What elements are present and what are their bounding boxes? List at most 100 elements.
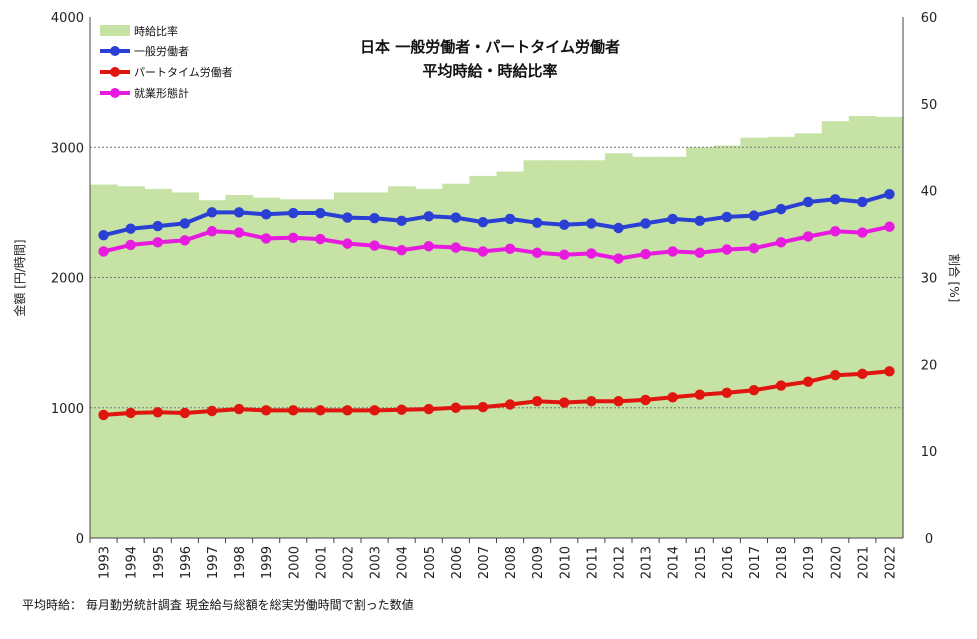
x-tick-label: 1996 [179,546,194,579]
series-2-point-2006 [450,242,462,253]
legend-swatch-ratio [100,25,130,36]
ratio-bar-2015 [686,147,714,538]
series-0-point-2006 [450,212,462,223]
series-1-point-2020 [830,369,841,381]
series-2-point-2000 [288,232,299,243]
series-1-point-1996 [179,407,191,419]
series-2-point-2005 [423,241,434,252]
x-tick-label: 2012 [612,546,627,579]
series-2-point-2011 [586,248,597,259]
ratio-bar-2009 [523,160,552,538]
series-1-point-2015 [694,389,705,400]
series-0-point-1996 [179,218,191,229]
series-2-point-2019 [802,231,814,242]
series-1-point-1993 [98,409,109,421]
series-1-point-2013 [640,394,651,406]
ratio-bar-2021 [848,115,877,539]
ratio-bar-2006 [442,183,470,538]
series-1-point-1999 [260,405,272,416]
y2-tick-label: 40 [921,185,938,200]
series-0-point-2008 [504,213,516,225]
x-tick-label: 1994 [125,546,140,579]
series-1-point-2004 [396,404,407,415]
legend-marker-total [110,88,120,98]
series-1-point-1998 [233,403,245,415]
ratio-bar-2007 [469,175,498,538]
series-0-point-1994 [125,223,136,234]
series-1-point-2019 [802,376,814,387]
series-2-point-2001 [315,233,326,245]
series-2-point-2002 [342,238,353,249]
series-0-point-2021 [857,196,868,208]
x-tick-label: 1997 [206,546,221,579]
series-1-point-2010 [559,397,570,408]
ratio-bar-2016 [713,145,741,538]
ratio-bar-1996 [171,192,199,539]
x-tick-label: 2011 [585,546,600,579]
series-2-point-2022 [884,221,895,232]
ratio-bar-1994 [117,186,145,538]
ratio-bar-2010 [550,160,579,538]
series-2-point-2021 [857,227,868,238]
series-0-point-2019 [802,196,814,208]
y-tick-label: 2000 [51,272,84,287]
ratio-bar-2022 [875,116,904,538]
series-2-point-2014 [667,246,678,257]
legend-label-parttime: パートタイム労働者 [134,65,233,79]
legend-marker-general [110,46,120,56]
series-0-point-2016 [721,211,733,223]
x-tick-label: 2022 [883,546,898,579]
y-tick-label: 1000 [51,402,84,417]
x-tick-label: 2021 [856,546,871,579]
x-tick-label: 2000 [287,546,302,579]
tick-labels: 0 1000 2000 3000 4000 0 10 20 30 40 50 60 1993 1994 19… [51,11,937,579]
x-tick-label: 2008 [504,546,519,579]
series-0-point-2003 [369,213,380,224]
series-1-point-2002 [342,405,353,416]
series-0-point-2018 [775,203,787,215]
y-axis-label: 金額 [円/時間] [12,239,27,316]
legend-label-general: 一般労働者 [134,44,189,58]
series-1-point-2000 [288,405,299,416]
ratio-bar-2012 [604,153,633,538]
series-2-point-1998 [233,227,245,238]
series-1-point-2022 [884,366,895,377]
x-tick-label: 1995 [152,546,167,579]
y2-tick-label: 60 [921,11,938,26]
x-tick-label: 2005 [423,546,438,579]
series-2-point-2018 [775,237,787,248]
series-0-point-2014 [667,213,678,225]
footnote: 平均時給： 毎月勤労統計調査 現金給与総額を総実労働時間で割った数値 [22,598,414,612]
x-tick-label: 2004 [396,546,411,579]
series-2-point-2007 [477,246,489,257]
ratio-bar-2018 [767,136,796,538]
series-1-point-2007 [477,401,489,413]
series-2-point-2015 [694,247,705,258]
series-0-point-2007 [477,216,489,228]
x-tick-label: 2017 [748,546,763,579]
ratio-bar-1993 [90,184,118,539]
series-0-point-2012 [613,222,624,234]
axes [89,17,904,543]
series-2-point-2009 [531,247,543,258]
ratio-bar-2013 [632,156,660,538]
series-1-point-2003 [369,405,380,416]
series-1-point-2011 [586,396,597,407]
ratio-bar-2004 [388,186,416,538]
series-1-point-2018 [775,380,787,391]
series-2-point-2020 [830,226,841,237]
series-2-point-1995 [152,237,163,248]
ratio-bar-2017 [740,137,769,538]
x-tick-label: 2018 [775,546,790,579]
y2-tick-label: 0 [925,532,933,547]
x-tick-label: 2020 [829,546,844,579]
series-1-point-2005 [423,403,434,415]
chart-subtitle: 平均時給・時給比率 [422,62,557,80]
series-0-point-2009 [531,217,543,228]
series-2-point-1993 [98,246,109,257]
y-tick-label: 3000 [51,141,84,156]
series-0-point-2010 [559,219,570,230]
series-2-point-2012 [613,253,624,264]
series-0-point-1993 [98,229,109,241]
